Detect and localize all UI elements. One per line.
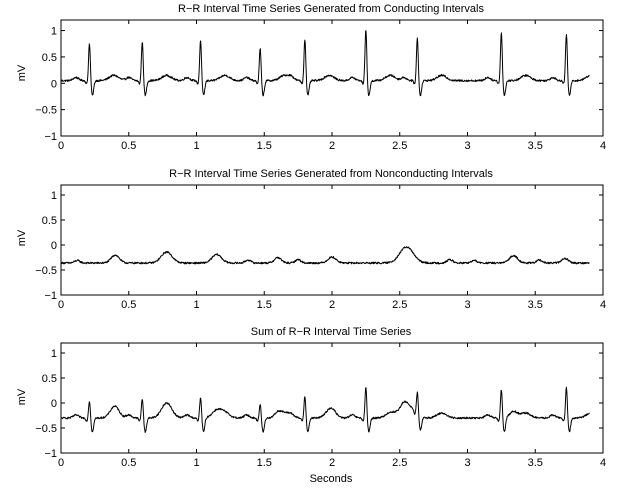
x-tick-label: 3.5 — [528, 299, 543, 311]
x-tick-label: 0.5 — [121, 457, 136, 469]
chart-panel-conducting: R−R Interval Time Series Generated from … — [16, 3, 606, 152]
x-tick-label: 4 — [600, 140, 606, 152]
x-axis-label: Seconds — [310, 473, 353, 485]
y-tick-label: 0.5 — [42, 215, 57, 227]
x-tick-label: 3.5 — [528, 140, 543, 152]
x-tick-label: 0 — [58, 140, 64, 152]
y-tick-label: −1 — [44, 290, 57, 302]
x-tick-label: 2 — [329, 140, 335, 152]
x-tick-label: 1 — [193, 457, 199, 469]
y-axis-label: mV — [16, 229, 28, 246]
y-tick-label: 0.5 — [42, 373, 57, 385]
x-tick-label: 0.5 — [121, 140, 136, 152]
chart-title: R−R Interval Time Series Generated from … — [169, 168, 493, 180]
y-tick-label: 1 — [51, 190, 57, 202]
x-tick-label: 3.5 — [528, 457, 543, 469]
x-tick-label: 1 — [193, 299, 199, 311]
ecg-trace-line — [60, 30, 590, 97]
y-tick-label: 0 — [51, 78, 57, 90]
x-tick-label: 3 — [464, 299, 470, 311]
plot-area — [60, 19, 604, 137]
x-tick-label: 3 — [464, 140, 470, 152]
x-tick-label: 4 — [600, 457, 606, 469]
chart-title: Sum of R−R Interval Time Series — [251, 326, 412, 338]
y-tick-label: 0.5 — [42, 52, 57, 64]
x-tick-label: 2 — [329, 457, 335, 469]
ecg-trace-line — [60, 246, 590, 265]
plot-area — [60, 342, 604, 454]
x-tick-label: 2.5 — [392, 457, 407, 469]
y-axis-label: mV — [16, 64, 28, 81]
chart-title: R−R Interval Time Series Generated from … — [178, 3, 484, 15]
x-tick-label: 2.5 — [392, 140, 407, 152]
y-axis-label: mV — [16, 388, 28, 405]
y-tick-label: 1 — [51, 348, 57, 360]
x-tick-label: 2.5 — [392, 299, 407, 311]
x-tick-label: 4 — [600, 299, 606, 311]
x-tick-label: 3 — [464, 457, 470, 469]
chart-panel-sum: Sum of R−R Interval Time Series mV Secon… — [16, 326, 606, 485]
x-tick-label: 0.5 — [121, 299, 136, 311]
y-tick-label: −1 — [44, 131, 57, 143]
x-tick-label: 0 — [58, 457, 64, 469]
y-tick-label: −0.5 — [35, 423, 57, 435]
y-tick-label: 0 — [51, 240, 57, 252]
x-tick-label: 2 — [329, 299, 335, 311]
ecg-trace-line — [60, 386, 590, 434]
y-tick-label: −1 — [44, 448, 57, 460]
y-tick-label: 1 — [51, 26, 57, 38]
y-tick-label: −0.5 — [35, 105, 57, 117]
x-tick-label: 1.5 — [257, 299, 272, 311]
chart-panel-nonconducting: R−R Interval Time Series Generated from … — [16, 168, 606, 311]
x-tick-label: 1 — [193, 140, 199, 152]
y-tick-label: −0.5 — [35, 265, 57, 277]
x-tick-label: 0 — [58, 299, 64, 311]
x-tick-label: 1.5 — [257, 140, 272, 152]
y-tick-label: 0 — [51, 398, 57, 410]
x-tick-label: 1.5 — [257, 457, 272, 469]
plot-area — [60, 184, 604, 296]
